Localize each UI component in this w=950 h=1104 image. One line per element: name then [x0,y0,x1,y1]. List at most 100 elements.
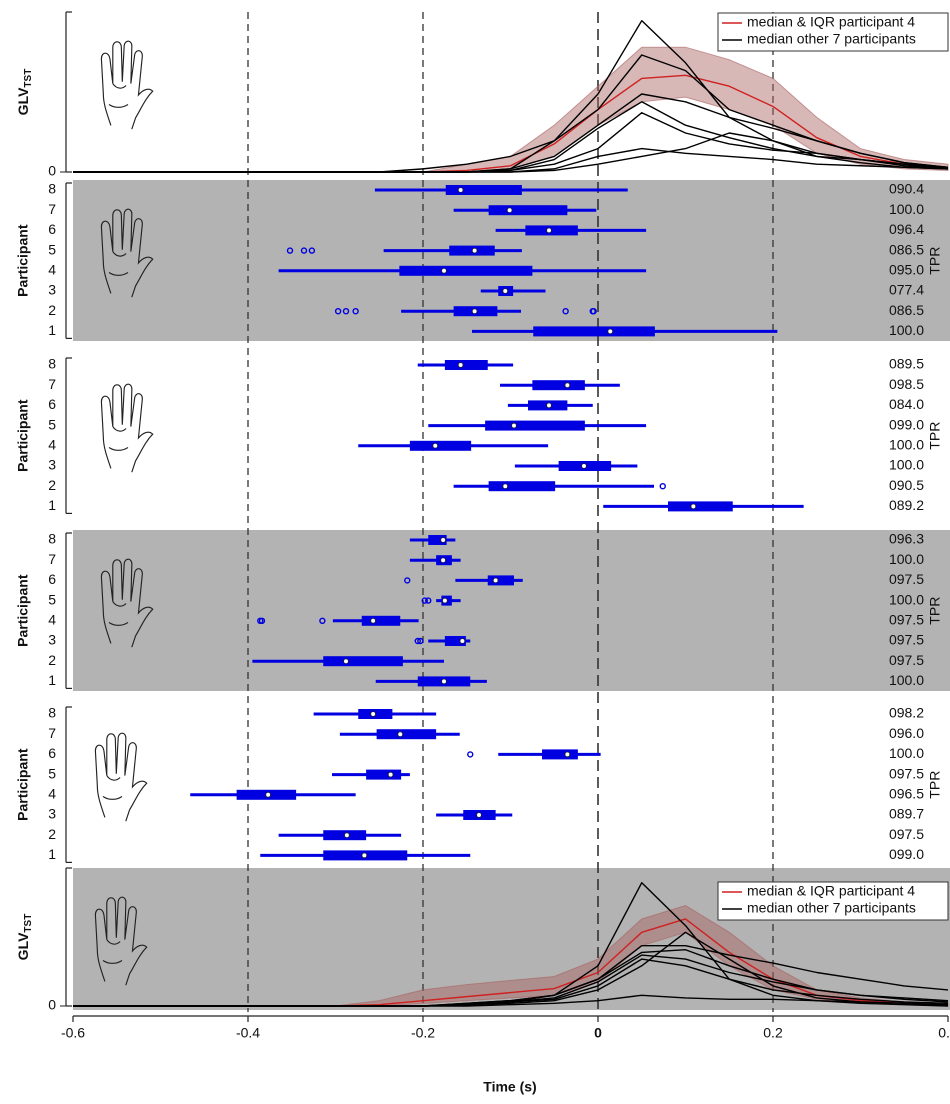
tpr-label: 100.0 [889,591,924,607]
hand-icon [100,40,154,130]
median [502,483,509,490]
hand-outline [100,208,154,298]
box [542,749,578,760]
tpr-label: 098.2 [889,705,924,721]
row-label: 4 [48,437,56,453]
median [690,503,697,510]
box [376,729,437,740]
hand-outline [94,896,148,986]
outlier [467,751,474,758]
row-label: 6 [48,221,56,237]
row-label: 7 [48,551,56,567]
y2-axis-label: TPR [927,422,943,450]
tpr-label: 089.2 [889,497,924,513]
outlier [414,637,421,645]
row-label: 7 [48,201,56,217]
outlier [417,637,424,645]
tpr-label: 089.7 [889,806,924,822]
legend-label: median & IQR participant 4 [747,14,915,30]
legend-label: median & IQR participant 4 [747,883,915,899]
row-label: 8 [48,705,56,721]
y-axis-label: Participant [15,224,31,297]
row-label: 2 [48,477,56,493]
hand-icons [94,40,154,986]
median [441,678,447,685]
tpr-label: 100.0 [889,322,924,338]
tpr-label: 077.4 [889,282,924,298]
tpr-label: 097.5 [889,571,924,587]
outlier [590,308,597,315]
row-label: 3 [48,457,56,473]
tpr-label: 089.5 [889,356,924,372]
tpr-label: 100.0 [889,745,924,761]
median [581,463,587,469]
hand-icon [100,383,154,473]
hand-detail [102,775,123,800]
row-label: 7 [48,725,56,741]
median [476,812,482,818]
row-label: 3 [48,806,56,822]
y-axis-label-sub: TST [23,914,34,933]
median [343,658,349,664]
box [444,636,466,646]
legend-box [717,881,949,921]
median [441,267,447,274]
tpr-label: 090.5 [889,477,924,493]
x-tick-label: -0.6 [61,1025,85,1041]
y-axis-label: Participant [15,399,31,472]
box [366,769,402,780]
tpr-label: 095.0 [889,262,924,278]
y2-axis-label: TPR [927,771,943,799]
tpr-label: 090.4 [889,181,924,197]
series-line [73,132,949,173]
y-axis-label: Participant [15,748,31,821]
tpr-label: 098.5 [889,376,924,392]
tpr-label: 084.0 [889,396,924,412]
tpr-label: 097.5 [889,612,924,628]
hand-detail [108,426,129,451]
median [564,382,571,389]
median [397,731,404,737]
y-tick-label: 0 [48,997,56,1013]
tpr-label: 086.5 [889,302,924,318]
hand-detail [108,251,129,276]
box [428,535,447,545]
median [361,852,368,859]
row-label: 1 [48,497,56,513]
x-tick-label: 0.4 [938,1025,950,1041]
box [533,326,655,337]
median [607,328,614,335]
row-label: 3 [48,632,56,648]
median [459,638,466,644]
row-label: 4 [48,612,56,628]
y2-axis-label: TPR [927,597,943,625]
hand-icon [94,896,148,986]
outlier [258,617,266,624]
iqr-band [73,904,949,1007]
median [387,771,394,778]
row-label: 1 [48,846,56,862]
y-axis-label: GLVTST [15,69,34,116]
tpr-label: 097.5 [889,765,924,781]
legend-label: median other 7 participants [747,31,916,47]
box [409,440,472,451]
median [265,791,271,798]
y2-axis-label: TPR [927,247,943,275]
hand-outline [100,40,154,130]
median [564,751,571,758]
row-label: 4 [48,262,56,278]
median [471,308,478,315]
row-label: 5 [48,241,56,257]
x-tick-label: -0.2 [411,1025,435,1041]
median [432,442,439,449]
median [546,402,552,409]
row-label: 5 [48,416,56,432]
box [485,420,585,431]
median [457,362,464,368]
row-label: 4 [48,786,56,802]
median [370,711,376,717]
x-axis-label: Time (s) [483,1079,536,1095]
tpr-label: 099.0 [889,846,924,862]
tpr-label: 100.0 [889,551,924,567]
